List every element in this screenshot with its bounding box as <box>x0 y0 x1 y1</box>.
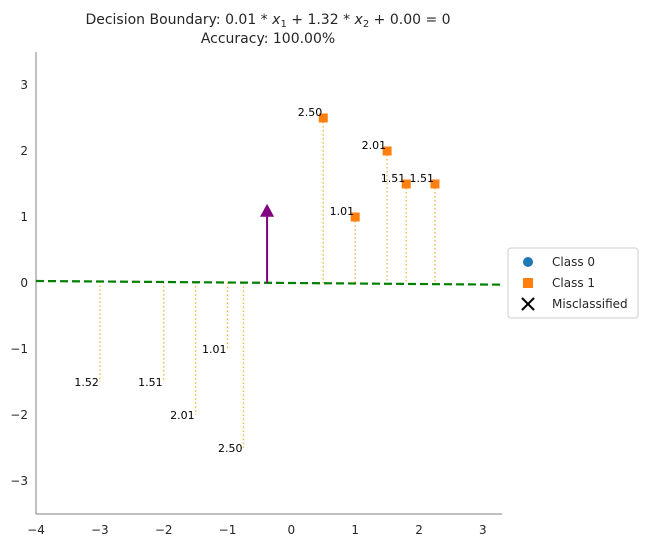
y-tick-label: 3 <box>20 78 28 92</box>
title-prefix: Decision Boundary: <box>85 12 225 28</box>
y-tick-label: −1 <box>10 342 28 356</box>
x-tick-label: −3 <box>91 523 109 537</box>
title-sub1: 1 <box>280 19 286 30</box>
distance-label: 2.50 <box>298 106 323 119</box>
title-var1: x <box>271 12 281 28</box>
distance-label: 2.01 <box>170 409 195 422</box>
y-tick-labels: −3 −2 −1 0 1 2 3 <box>10 78 28 488</box>
class1-point <box>318 113 328 123</box>
x-tick-label: −1 <box>219 523 237 537</box>
distance-label: 2.50 <box>218 442 243 455</box>
title-w2: 1.32 <box>307 12 338 28</box>
title-sub2: 2 <box>363 19 369 30</box>
x-tick-label: 2 <box>415 523 423 537</box>
title-var2: x <box>354 12 364 28</box>
distance-label: 2.01 <box>362 139 387 152</box>
distance-label: 1.51 <box>409 172 434 185</box>
class1-point <box>382 146 392 156</box>
normal-vector-arrowhead <box>260 203 275 217</box>
chart-title: Decision Boundary: 0.01 * x1 + 1.32 * x2… <box>85 12 450 30</box>
title-bias: 0.00 <box>390 12 421 28</box>
x-tick-label: 0 <box>288 523 296 537</box>
chart-subtitle: Accuracy: 100.00% <box>201 31 335 47</box>
x-tick-label: 3 <box>479 523 487 537</box>
title-eq: = 0 <box>421 12 451 28</box>
distance-label: 1.52 <box>74 376 99 389</box>
title-op3: * <box>339 12 355 28</box>
projection-group: 1.52 1.51 2.01 1.01 2.50 <box>74 118 436 455</box>
legend-label-class0: Class 0 <box>552 255 595 269</box>
y-tick-label: −2 <box>10 408 28 422</box>
x-tick-label: −2 <box>155 523 173 537</box>
legend: Class 0 Class 1 Misclassified <box>507 247 639 319</box>
title-op2: + <box>287 12 308 28</box>
y-tick-label: −3 <box>10 474 28 488</box>
distance-label: 1.51 <box>138 376 163 389</box>
y-tick-label: 0 <box>20 276 28 290</box>
x-tick-label: 1 <box>351 523 359 537</box>
distance-label: 1.01 <box>330 205 355 218</box>
class1-point <box>401 179 411 189</box>
title-op4: + <box>369 12 390 28</box>
normal-vector-group <box>260 203 275 283</box>
y-tick-label: 1 <box>20 210 28 224</box>
boundary-group <box>35 279 503 286</box>
legend-marker-misclassified <box>521 297 535 311</box>
x-tick-label: −4 <box>27 523 45 537</box>
points-group: 2.50 1.01 2.01 1.51 1.51 <box>298 106 440 222</box>
x-tick-labels: −4 −3 −2 −1 0 1 2 3 <box>27 523 487 537</box>
legend-marker-class0 <box>523 257 533 267</box>
legend-marker-class1 <box>523 278 533 288</box>
legend-label-misclassified: Misclassified <box>552 297 628 311</box>
title-op1: * <box>256 12 272 28</box>
legend-box <box>507 247 639 319</box>
distance-label: 1.51 <box>381 172 406 185</box>
distance-label: 1.01 <box>202 343 227 356</box>
legend-label-class1: Class 1 <box>552 276 595 290</box>
y-tick-label: 2 <box>20 144 28 158</box>
class1-point <box>350 212 360 222</box>
title-w1: 0.01 <box>225 12 256 28</box>
decision-boundary-line <box>35 279 503 286</box>
class1-point <box>430 179 440 189</box>
